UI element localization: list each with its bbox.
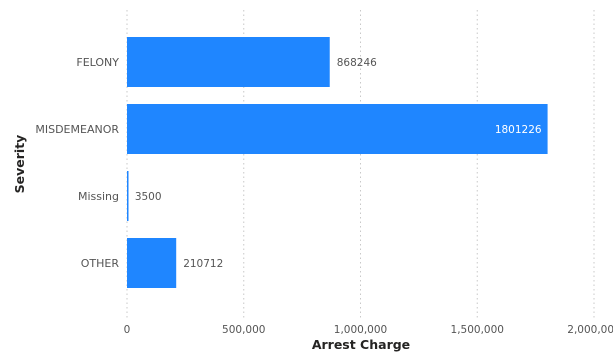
data-label: 868246 [337,57,377,69]
data-label: 1801226 [495,124,542,136]
bar [127,104,548,154]
category-label: MISDEMEANOR [35,123,119,136]
category-label: FELONY [76,56,119,69]
category-label: Missing [78,190,119,203]
y-axis-title: Severity [12,135,27,194]
bar [127,37,330,87]
x-axis-title: Arrest Charge [312,337,410,352]
data-labels: 868246 1801226 3500 210712 [135,57,542,270]
x-tick-label: 2,000,000 [567,324,613,336]
x-tick-label: 500,000 [222,324,265,336]
x-tick-label: 1,000,000 [334,324,387,336]
bar [127,171,129,221]
data-label: 3500 [135,191,162,203]
x-tick-labels: 0 500,000 1,000,000 1,500,000 2,000,000 [124,324,613,336]
category-label: OTHER [81,257,120,270]
bar [127,238,177,288]
x-tick-label: 0 [124,324,131,336]
category-labels: FELONY MISDEMEANOR Missing OTHER [35,56,119,270]
bars [127,37,548,288]
data-label: 210712 [183,258,223,270]
x-tick-label: 1,500,000 [451,324,504,336]
